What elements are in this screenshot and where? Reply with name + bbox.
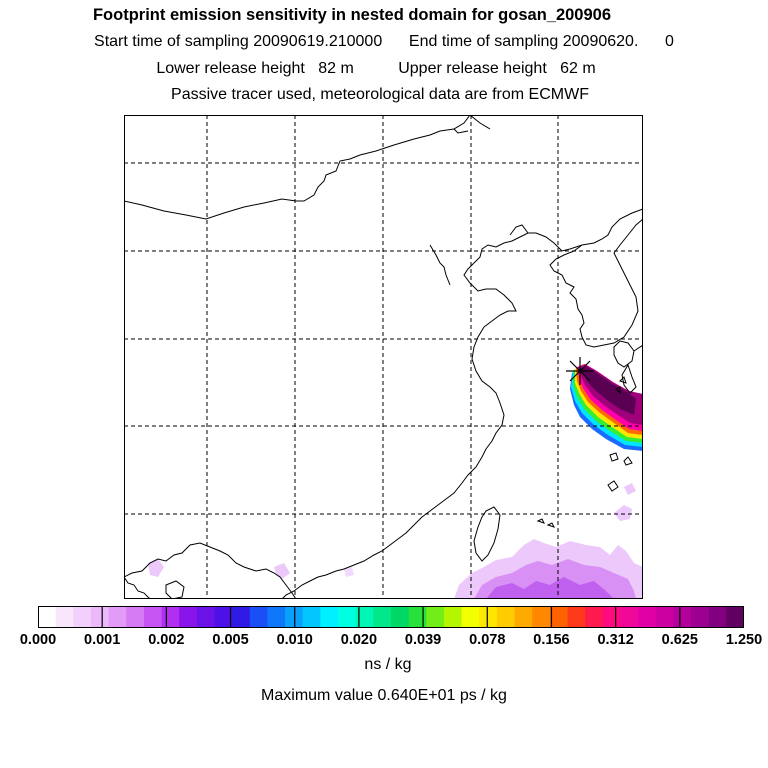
colorbar-tick-label: 0.625: [661, 632, 698, 648]
colorbar-segment: [373, 606, 392, 628]
colorbar-segment: [73, 606, 92, 628]
coastlines: [124, 115, 643, 599]
colorbar-segment: [691, 606, 710, 628]
colorbar-segment: [90, 606, 110, 628]
colorbar-segment: [567, 606, 586, 628]
colorbar-segment: [391, 606, 410, 628]
colorbar: [38, 606, 744, 628]
colorbar-tick-label: 0.078: [469, 632, 506, 648]
colorbar-tick-label: 0.005: [212, 632, 249, 648]
colorbar-segment: [408, 606, 427, 628]
colorbar-segment: [426, 606, 445, 628]
colorbar-segment: [708, 606, 727, 628]
colorbar-tick-label: 0.312: [597, 632, 634, 648]
release-height-line: Lower release height 82 m Upper release …: [156, 60, 596, 77]
colorbar-tick-label: 0.156: [533, 632, 570, 648]
colorbar-segment: [126, 606, 145, 628]
colorbar-segment: [179, 606, 198, 628]
colorbar-segment: [585, 606, 604, 628]
colorbar-segment: [638, 606, 657, 628]
colorbar-segment: [479, 606, 498, 628]
colorbar-units: ns / kg: [364, 656, 412, 673]
colorbar-segment: [514, 606, 533, 628]
colorbar-segment: [302, 606, 321, 628]
colorbar-segment: [496, 606, 516, 628]
colorbar-segment: [602, 606, 621, 628]
colorbar-tick-label: 1.250: [725, 632, 763, 648]
colorbar-segment: [196, 606, 215, 628]
sampling-time-line: Start time of sampling 20090619.210000 E…: [94, 33, 674, 50]
colorbar-segment: [55, 606, 74, 628]
lat-lon-grid: [124, 115, 643, 599]
colorbar-segment: [320, 606, 339, 628]
emission-plume: [570, 364, 643, 451]
southern-sensitivity-patches: [148, 483, 643, 599]
colorbar-tick-label: 0.001: [84, 632, 121, 648]
tracer-info-line: Passive tracer used, meteorological data…: [171, 86, 589, 103]
colorbar-segment: [232, 606, 251, 628]
colorbar-segment: [355, 606, 374, 628]
footprint-map: [124, 115, 643, 599]
colorbar-segment: [249, 606, 268, 628]
colorbar-segment: [532, 606, 551, 628]
colorbar-segment: [143, 606, 163, 628]
colorbar-segment: [214, 606, 233, 628]
colorbar-tick-label: 0.000: [19, 632, 57, 648]
colorbar-segment: [549, 606, 568, 628]
colorbar-border: [38, 606, 744, 628]
colorbar-tick-label: 0.002: [148, 632, 185, 648]
colorbar-segment: [338, 606, 357, 628]
colorbar-segment: [655, 606, 674, 628]
colorbar-segment: [38, 606, 57, 628]
colorbar-segment: [161, 606, 180, 628]
maximum-value-label: Maximum value 0.640E+01 ps / kg: [261, 687, 507, 704]
colorbar-segment: [267, 606, 286, 628]
colorbar-tick-label: 0.020: [340, 632, 378, 648]
colorbar-segment: [620, 606, 639, 628]
colorbar-tick-label: 0.039: [404, 632, 442, 648]
plot-title: Footprint emission sensitivity in nested…: [92, 6, 612, 24]
colorbar-segment: [443, 606, 463, 628]
colorbar-segment: [108, 606, 127, 628]
receptor-marker: [566, 357, 594, 385]
colorbar-segment: [461, 606, 480, 628]
colorbar-segment: [673, 606, 692, 628]
colorbar-tick-label: 0.010: [276, 632, 313, 648]
colorbar-segment: [726, 606, 744, 628]
